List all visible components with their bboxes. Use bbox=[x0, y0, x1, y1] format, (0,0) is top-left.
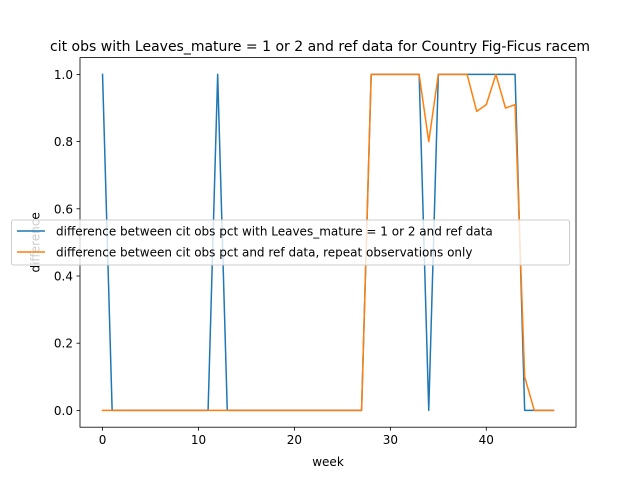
x-tick-label: 30 bbox=[383, 433, 398, 447]
chart-title: cit obs with Leaves_mature = 1 or 2 and … bbox=[50, 39, 590, 55]
legend-box bbox=[11, 219, 570, 266]
legend: difference between cit obs pct with Leav… bbox=[11, 219, 570, 266]
y-tick-label: 0.2 bbox=[54, 337, 73, 351]
series-layer bbox=[101, 73, 555, 412]
y-tick-label: 0.8 bbox=[54, 135, 73, 149]
x-axis-label: week bbox=[312, 455, 344, 469]
legend-label-2: difference between cit obs pct and ref d… bbox=[56, 246, 472, 260]
series-line-2 bbox=[101, 73, 555, 412]
y-tick-label: 1.0 bbox=[54, 68, 73, 82]
x-tick-label: 0 bbox=[99, 433, 107, 447]
legend-entries: difference between cit obs pct with Leav… bbox=[17, 225, 493, 260]
y-tick-label: 0.4 bbox=[54, 270, 73, 284]
x-tick-label: 20 bbox=[287, 433, 302, 447]
x-tick-label: 10 bbox=[191, 433, 206, 447]
y-axis-ticks: 0.0 0.2 0.4 0.6 0.8 1.0 bbox=[54, 68, 80, 418]
y-tick-label: 0.6 bbox=[54, 202, 73, 216]
x-tick-label: 40 bbox=[479, 433, 494, 447]
y-tick-label: 0.0 bbox=[54, 404, 73, 418]
x-axis-ticks: 0 10 20 30 40 bbox=[99, 427, 494, 447]
legend-label-1: difference between cit obs pct with Leav… bbox=[56, 225, 493, 239]
